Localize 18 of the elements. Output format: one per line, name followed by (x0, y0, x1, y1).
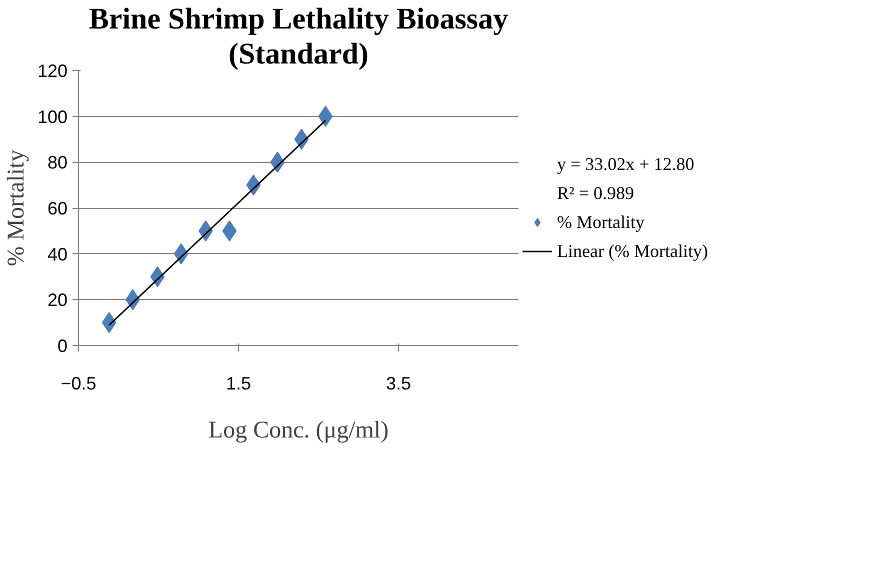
y-tick-label: 20 (47, 290, 68, 310)
legend-label: Linear (% Mortality) (557, 240, 708, 262)
y-axis-title: % Mortality (3, 150, 30, 266)
text: y = 33.02x + 12.80 (557, 154, 694, 174)
y-tick-label: 120 (37, 61, 68, 81)
x-tick-label: 1.5 (226, 374, 252, 394)
x-axis-title: Log Conc. (μg/ml) (208, 418, 389, 444)
legend-label: % Mortality (557, 212, 644, 232)
text: R² = 0.989 (557, 182, 634, 204)
y-tick-label: 60 (47, 198, 68, 218)
chart-subtitle: (Standard) (228, 38, 369, 70)
x-tick-label: 3.5 (386, 374, 412, 394)
y-tick-label: 100 (37, 106, 68, 127)
chart-title: Brine Shrimp Lethality Bioassay (88, 2, 508, 36)
x-tick-label: −0.5 (60, 374, 96, 394)
y-tick-label: 0 (57, 336, 68, 356)
y-tick-label: 80 (47, 152, 68, 173)
y-tick-label: 40 (47, 244, 68, 264)
